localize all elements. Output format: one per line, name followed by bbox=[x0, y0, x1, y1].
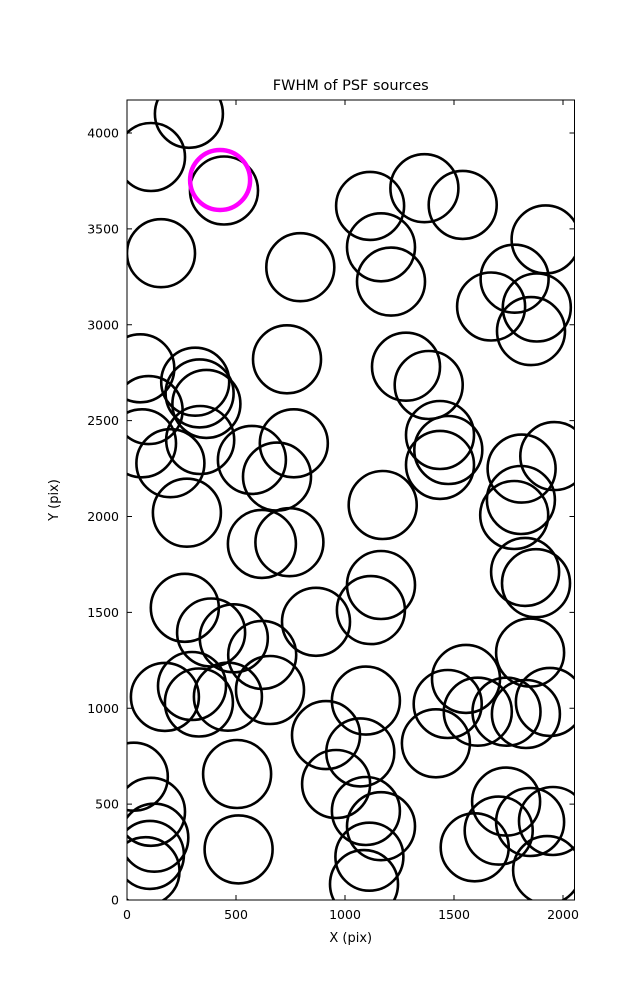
psf-source-circle bbox=[478, 479, 550, 551]
psf-source-circle bbox=[389, 152, 460, 224]
psf-source-circle bbox=[135, 427, 206, 499]
x-tick-label: 1000 bbox=[329, 907, 361, 922]
psf-source-circle bbox=[489, 536, 561, 608]
psf-source-circle bbox=[471, 676, 542, 748]
psf-source-circle bbox=[328, 848, 400, 900]
psf-source-circle bbox=[226, 508, 298, 580]
psf-source-circle bbox=[192, 661, 264, 733]
x-axis-label: X (pix) bbox=[329, 931, 372, 946]
psf-source-circle bbox=[334, 170, 406, 242]
psf-source-circle bbox=[127, 217, 197, 289]
y-tick-label: 2000 bbox=[87, 509, 119, 524]
psf-source-circle bbox=[345, 790, 417, 862]
psf-source-circle bbox=[412, 668, 484, 740]
y-tick-label: 1500 bbox=[87, 605, 119, 620]
psf-source-circle bbox=[442, 676, 514, 748]
psf-source-circle bbox=[156, 650, 228, 722]
psf-source-circle bbox=[501, 272, 573, 343]
psf-source-circle bbox=[335, 574, 407, 646]
psf-source-circle bbox=[347, 469, 419, 541]
psf-source-circle bbox=[511, 834, 575, 900]
psf-source-circle bbox=[127, 408, 178, 479]
y-tick-label: 0 bbox=[111, 893, 119, 908]
x-tick-label: 1500 bbox=[438, 907, 470, 922]
psf-source-circle bbox=[500, 547, 572, 619]
psf-source-circle bbox=[127, 802, 190, 873]
psf-sources-layer bbox=[127, 100, 575, 900]
psf-source-circle bbox=[151, 477, 223, 549]
psf-source-circle bbox=[412, 414, 484, 486]
psf-source-circle bbox=[495, 295, 567, 367]
y-tick-label: 1000 bbox=[87, 701, 119, 716]
psf-source-circle bbox=[127, 776, 187, 848]
y-tick-label: 4000 bbox=[87, 126, 119, 141]
y-tick-label: 500 bbox=[95, 797, 119, 812]
psf-source-circle bbox=[517, 785, 575, 857]
psf-source-circle bbox=[258, 407, 330, 479]
highlighted-psf-source-circle bbox=[187, 147, 253, 213]
psf-source-circle bbox=[254, 506, 325, 578]
plot-title: FWHM of PSF sources bbox=[273, 78, 429, 94]
psf-source-circle bbox=[163, 667, 235, 738]
psf-source-circle bbox=[127, 121, 187, 193]
psf-source-circle bbox=[427, 169, 499, 241]
psf-source-circle bbox=[164, 404, 236, 476]
psf-source-circle bbox=[216, 424, 288, 496]
psf-source-circle bbox=[486, 433, 557, 504]
psf-source-circle bbox=[203, 814, 274, 885]
x-tick-label: 2000 bbox=[547, 907, 579, 922]
psf-source-circle bbox=[159, 346, 231, 418]
psf-source-circle bbox=[234, 654, 306, 726]
y-axis-label: Y (pix) bbox=[47, 479, 62, 522]
psf-source-circle bbox=[127, 333, 176, 404]
psf-source-circle bbox=[290, 699, 362, 771]
y-tick-label: 3000 bbox=[87, 317, 119, 332]
y-tick-label: 3500 bbox=[87, 221, 119, 236]
psf-source-circle bbox=[129, 661, 201, 733]
psf-source-circle bbox=[324, 717, 396, 788]
psf-source-circle bbox=[370, 331, 442, 403]
psf-source-circle bbox=[393, 349, 465, 421]
psf-source-circle bbox=[404, 429, 476, 501]
psf-source-circle bbox=[479, 243, 550, 315]
x-tick-label: 500 bbox=[224, 907, 248, 922]
psf-source-circle bbox=[127, 835, 181, 900]
psf-source-circle bbox=[355, 246, 427, 317]
psf-source-circle bbox=[334, 821, 405, 893]
psf-source-circle bbox=[345, 212, 417, 283]
psf-source-circle bbox=[127, 819, 186, 891]
psf-source-circle bbox=[463, 795, 535, 866]
y-tick-label: 2500 bbox=[87, 413, 119, 428]
psf-source-circle bbox=[404, 399, 476, 471]
psf-source-circle bbox=[330, 775, 402, 847]
x-tick-label: 0 bbox=[123, 907, 131, 922]
psf-source-circle bbox=[171, 368, 242, 440]
psf-source-circle bbox=[201, 738, 273, 810]
psf-source-circle bbox=[251, 323, 323, 395]
psf-source-circle bbox=[514, 666, 575, 738]
psf-source-circle bbox=[264, 231, 336, 303]
psf-source-circle bbox=[485, 464, 557, 536]
psf-source-circle bbox=[494, 786, 566, 858]
psf-source-circle bbox=[164, 358, 235, 429]
psf-source-circle bbox=[490, 678, 562, 750]
psf-source-circle bbox=[280, 586, 352, 658]
psf-source-circle bbox=[153, 100, 225, 150]
psf-source-circle bbox=[455, 271, 527, 342]
psf-source-circle bbox=[400, 707, 472, 779]
